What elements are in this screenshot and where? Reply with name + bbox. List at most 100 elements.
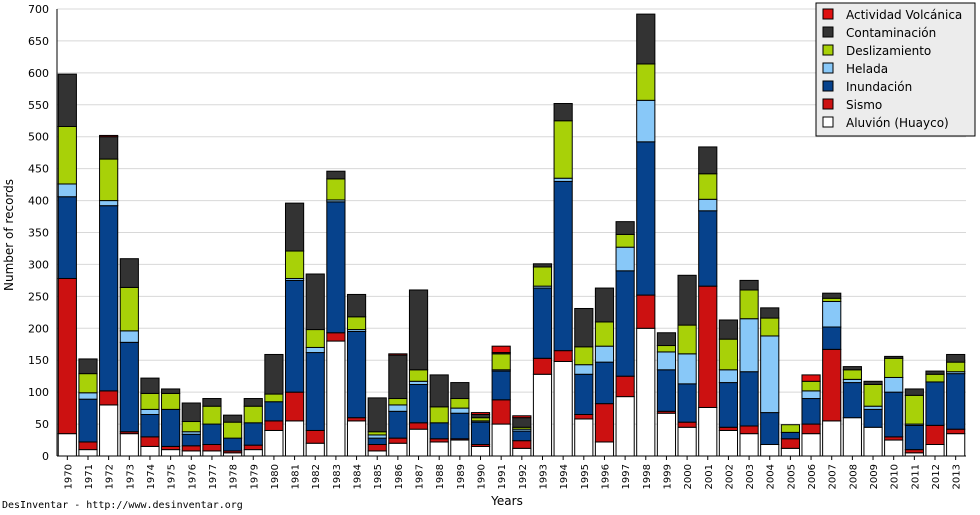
bar-segment: [346, 316, 367, 331]
bar-segment: [925, 370, 945, 375]
bar-segment: [946, 353, 966, 363]
bar-segment: [491, 353, 511, 371]
bar-segment: [594, 321, 615, 347]
bar-segment: [594, 441, 615, 457]
bar-segment: [223, 421, 243, 439]
bar-segment: [677, 383, 697, 423]
bar-segment: [305, 429, 325, 444]
bar-segment: [822, 326, 842, 350]
bar-segment: [615, 396, 635, 457]
bar-segment: [284, 420, 305, 457]
bar-segment: [594, 403, 615, 443]
bar-segment: [801, 398, 821, 425]
bar-segment: [946, 433, 966, 457]
x-tick-label: 1996: [600, 464, 611, 489]
bar-segment: [532, 373, 553, 457]
bar-segment: [904, 424, 924, 451]
y-tick-label: 400: [28, 195, 49, 208]
y-tick-label: 100: [28, 386, 49, 399]
bar-segment: [574, 413, 594, 420]
bar-segment: [326, 332, 346, 342]
bar-segment: [863, 383, 883, 407]
bar-segment: [656, 332, 677, 347]
bar-segment: [780, 424, 800, 433]
bar-segment: [450, 407, 470, 414]
x-tick-label: 1982: [311, 464, 322, 489]
bar-segment: [491, 345, 511, 354]
legend-label: Inundación: [846, 80, 912, 94]
bar-segment: [532, 266, 553, 287]
bar-segment: [202, 398, 222, 407]
bar-segment: [429, 422, 449, 440]
bar-segment: [202, 450, 222, 457]
bar-segment: [429, 374, 449, 408]
bar-segment: [388, 353, 408, 356]
bar-segment: [57, 196, 77, 279]
bar-segment: [99, 404, 119, 457]
bar-segment: [656, 412, 677, 457]
bar-segment: [367, 437, 387, 446]
x-tick-label: 1988: [435, 464, 446, 489]
bar-segment: [780, 431, 800, 440]
bar-segment: [140, 445, 160, 457]
bar-segment: [512, 440, 532, 449]
legend-label: Deslizamiento: [846, 44, 931, 58]
y-tick-label: 650: [28, 35, 49, 48]
bar-segment: [161, 392, 181, 410]
x-tick-label: 1991: [497, 464, 508, 489]
bar-segment: [904, 388, 924, 396]
bar-segment: [636, 294, 656, 329]
x-tick-label: 1977: [208, 464, 219, 489]
x-tick-label: 1970: [63, 464, 74, 489]
bar-segment: [284, 202, 305, 252]
bar-segment: [636, 327, 656, 457]
bar-segment: [388, 398, 408, 406]
x-tick-label: 2008: [848, 464, 859, 489]
legend-label: Helada: [846, 62, 888, 76]
x-tick-label: 1979: [249, 464, 260, 489]
bar-segment: [574, 307, 594, 348]
y-tick-label: 200: [28, 322, 49, 335]
bar-segment: [408, 289, 429, 371]
bar-segment: [718, 338, 739, 371]
bar-segment: [99, 390, 119, 406]
bar-segment: [801, 390, 821, 400]
bar-segment: [491, 370, 511, 401]
x-tick-label: 1983: [332, 464, 343, 489]
bar-segment: [636, 141, 656, 296]
bar-segment: [780, 447, 800, 457]
bar-segment: [636, 13, 656, 65]
bar-segment: [801, 433, 821, 457]
x-tick-label: 1992: [518, 464, 529, 489]
y-tick-label: 350: [28, 227, 49, 240]
bar-segment: [388, 437, 408, 444]
x-tick-label: 1994: [559, 464, 570, 489]
x-tick-label: 1978: [229, 464, 240, 489]
bar-segment: [636, 99, 656, 143]
bar-segment: [367, 397, 387, 433]
bar-segment: [925, 373, 945, 383]
legend-swatch: [822, 116, 834, 128]
bar-segment: [326, 178, 346, 201]
bar-segment: [408, 383, 429, 424]
bar-segment: [615, 270, 635, 377]
bar-segment: [739, 318, 759, 373]
legend-swatch: [822, 98, 834, 110]
bar-segment: [760, 317, 780, 337]
x-tick-label: 2007: [828, 464, 839, 489]
bar-segment: [450, 382, 470, 400]
bar-segment: [450, 398, 470, 409]
bar-segment: [264, 393, 284, 403]
bar-segment: [388, 442, 408, 457]
bar-segment: [388, 404, 408, 412]
bar-segment: [346, 293, 367, 318]
bar-segment: [780, 438, 800, 449]
bar-segment: [698, 406, 718, 457]
bar-segment: [760, 307, 780, 319]
bar-segment: [553, 120, 573, 179]
bar-segment: [594, 361, 615, 405]
y-tick-label: 450: [28, 163, 49, 176]
x-tick-label: 1998: [642, 464, 653, 489]
x-tick-label: 1987: [415, 464, 426, 489]
bar-segment: [119, 258, 139, 288]
